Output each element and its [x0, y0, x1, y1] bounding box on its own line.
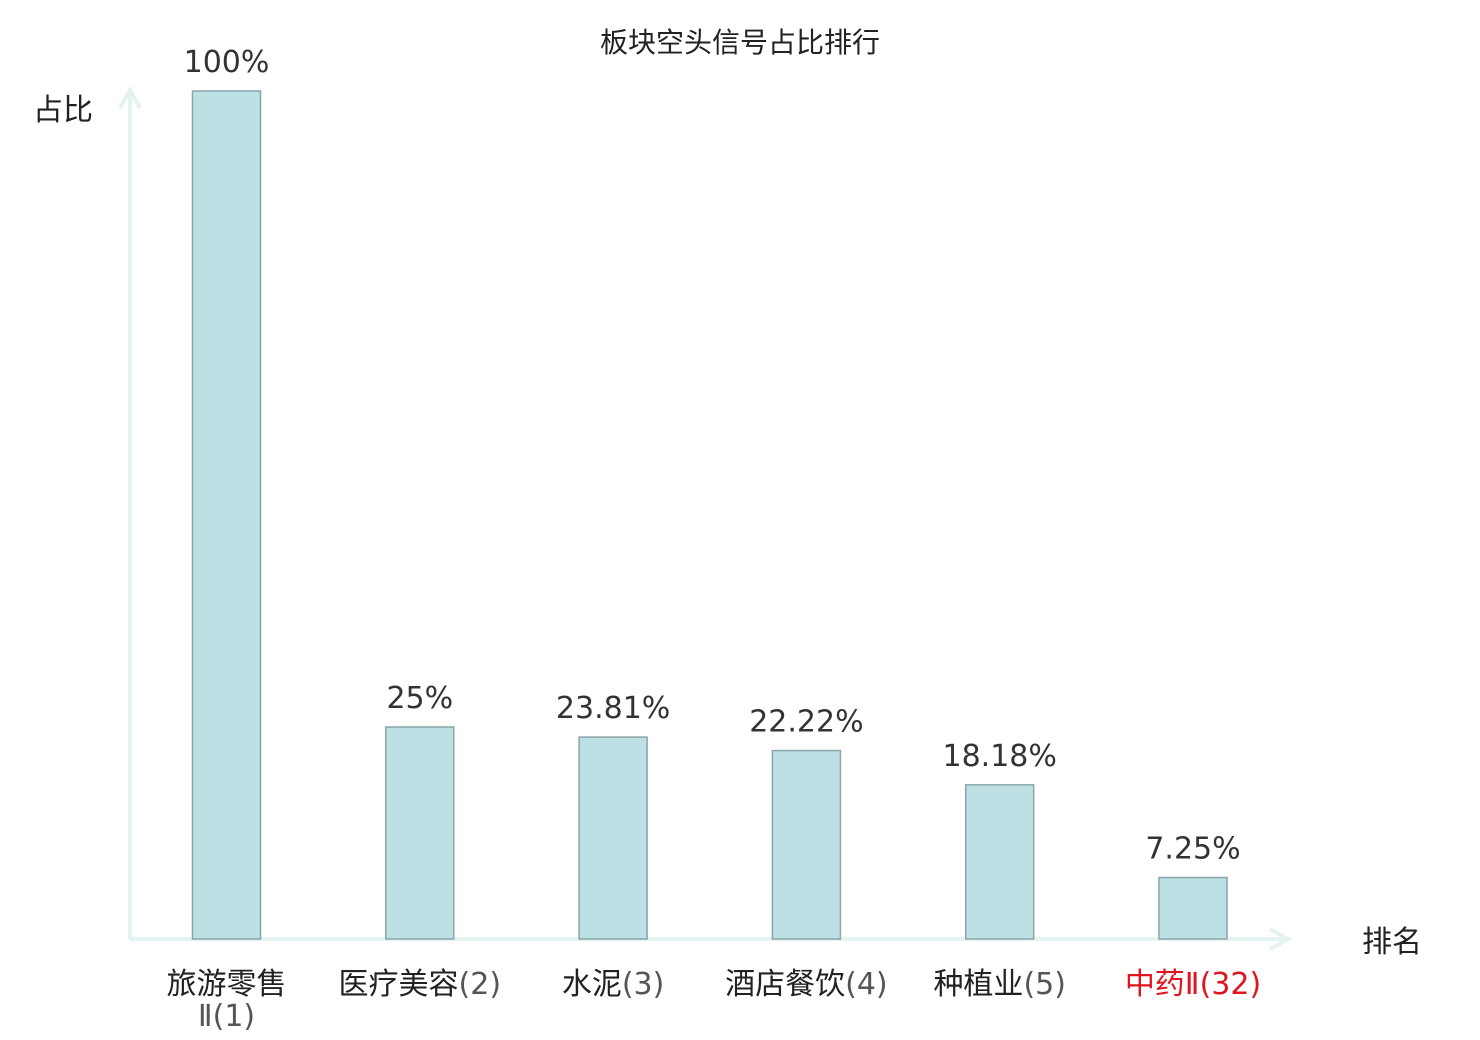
bars-group	[191, 90, 1228, 940]
x-tick-label: Ⅱ(1)	[198, 999, 255, 1034]
x-tick-label: 种植业(5)	[933, 967, 1065, 1002]
x-axis-arrow	[1269, 927, 1293, 951]
bar	[385, 726, 455, 940]
bar	[1158, 876, 1228, 940]
bar	[191, 90, 262, 940]
data-label: 18.18%	[943, 739, 1057, 774]
data-label: 100%	[184, 45, 270, 80]
chart-title: 板块空头信号占比排行	[600, 26, 880, 59]
x-axis-label: 排名	[1362, 925, 1422, 960]
x-tick-label: 中药Ⅱ(32)	[1125, 967, 1261, 1002]
data-label: 7.25%	[1145, 832, 1240, 867]
bar	[964, 784, 1035, 940]
x-tick-label: 酒店餐饮(4)	[725, 967, 888, 1002]
data-label: 25%	[386, 681, 453, 716]
y-axis-label: 占比	[33, 93, 93, 128]
value-labels-group: 100% 25% 23.81% 22.22% 18.18% 7.25%	[184, 45, 1241, 867]
axes	[118, 85, 1293, 951]
bar	[771, 749, 842, 940]
bar	[578, 736, 648, 940]
x-tick-label: 水泥(3)	[562, 967, 665, 1002]
data-label: 23.81%	[556, 691, 670, 726]
data-label: 22.22%	[749, 705, 863, 740]
x-tick-label: 医疗美容(2)	[339, 967, 502, 1002]
x-tick-label: 旅游零售	[167, 967, 287, 1002]
y-axis-arrow	[118, 85, 142, 109]
